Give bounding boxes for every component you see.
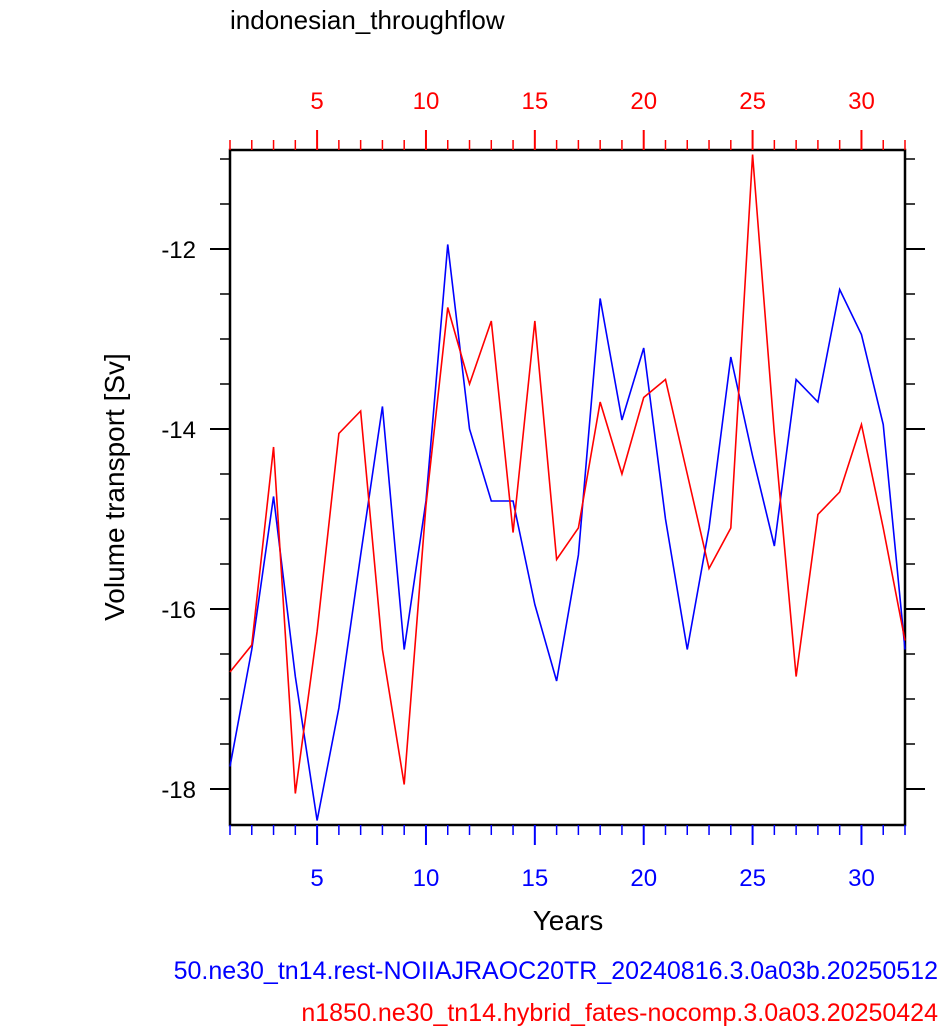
plot-frame — [228, 148, 907, 827]
plot-axes — [228, 148, 907, 827]
top-axis-tick-label: 5 — [310, 88, 323, 115]
bottom-axis-tick-label: 30 — [848, 865, 875, 892]
series-lines — [229, 154, 906, 821]
bottom-axis-tick-label: 15 — [521, 865, 548, 892]
bottom-axis-tick-label: 5 — [310, 865, 323, 892]
chart-title: indonesian_throughflow — [230, 5, 505, 35]
legend-entry-blue: 50.ne30_tn14.rest-NOIIAJRAOC20TR_2024081… — [174, 957, 938, 985]
left-axis-tick-label: -18 — [161, 777, 196, 804]
top-axis-tick-label: 15 — [521, 88, 548, 115]
bottom-axis-tick-label: 20 — [630, 865, 657, 892]
y-axis-label: Volume transport [Sv] — [99, 353, 130, 621]
legend-entry-red: n1850.ne30_tn14.hybrid_fates-nocomp.3.0a… — [301, 999, 938, 1027]
left-axis-tick-label: -16 — [161, 597, 196, 624]
series-line-red — [229, 154, 906, 794]
left-axis-tick-label: -14 — [161, 417, 196, 444]
top-axis-tick-label: 10 — [413, 88, 440, 115]
axis-ticks — [210, 130, 925, 845]
series-line-blue — [229, 244, 906, 821]
bottom-axis-tick-label: 10 — [413, 865, 440, 892]
axis-tick-labels: 5 5 10 10 15 15 20 20 25 25 30 30 -18 -16 -14 -12 — [161, 88, 874, 892]
top-axis-tick-label: 20 — [630, 88, 657, 115]
top-axis-tick-label: 30 — [848, 88, 875, 115]
left-axis-tick-label: -12 — [161, 237, 196, 264]
top-axis-tick-label: 25 — [739, 88, 766, 115]
bottom-axis-tick-label: 25 — [739, 865, 766, 892]
x-axis-label: Years — [533, 905, 604, 936]
